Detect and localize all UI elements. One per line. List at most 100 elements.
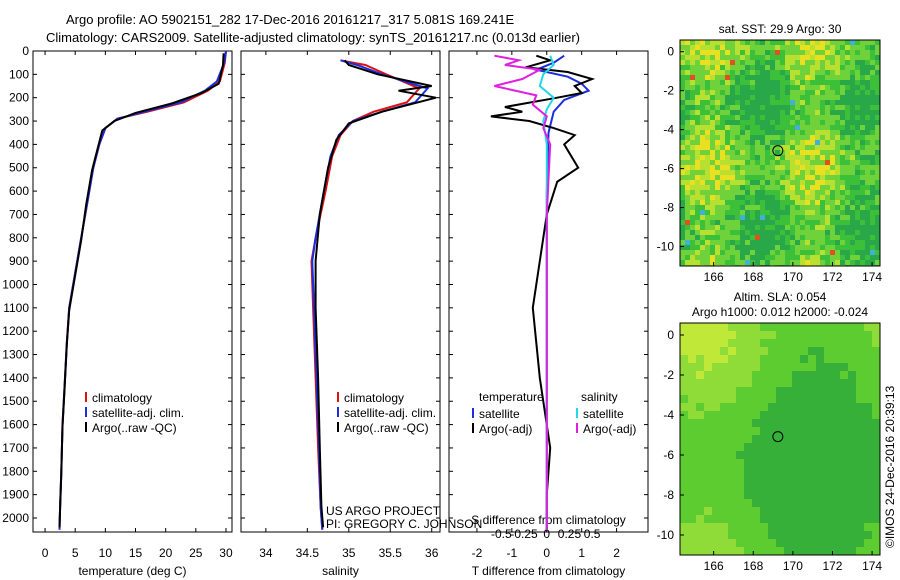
map-cell: [765, 205, 771, 211]
map-cell: [700, 175, 706, 181]
map-cell: [845, 230, 851, 236]
map-cell: [700, 195, 706, 201]
map-cell: [740, 155, 746, 161]
map-cell: [728, 483, 737, 492]
map-cell: [800, 70, 806, 76]
map-cell: [700, 135, 706, 141]
map-cell: [704, 467, 713, 476]
map-cell: [744, 379, 753, 388]
map-cell: [785, 45, 791, 51]
map-cell: [808, 531, 817, 540]
map-cell: [730, 50, 736, 56]
map-cell: [780, 110, 786, 116]
map-cell: [695, 85, 701, 91]
map-cell: [815, 70, 821, 76]
map-cell: [860, 105, 866, 111]
map-cell: [832, 515, 841, 524]
map-cell: [775, 65, 781, 71]
map-cell: [730, 65, 736, 71]
map-cell: [845, 155, 851, 161]
map-cell: [745, 220, 751, 226]
map-cell: [696, 515, 705, 524]
map-cell: [712, 371, 721, 380]
map-cell: [840, 467, 849, 476]
map-cell: [790, 145, 796, 151]
map-cell: [800, 491, 809, 500]
map-cell: [768, 499, 777, 508]
map-cell: [784, 547, 793, 555]
y-tick-label: 1700: [2, 441, 29, 455]
map-cell: [685, 65, 691, 71]
map-cell: [780, 230, 786, 236]
map-cell: [840, 499, 849, 508]
map-cell: [845, 150, 851, 156]
map-cell: [820, 55, 826, 61]
map-cell: [805, 100, 811, 106]
map-cell: [775, 50, 781, 56]
map-cell: [745, 180, 751, 186]
map-cell: [740, 135, 746, 141]
map-cell: [815, 175, 821, 181]
map-cell: [840, 175, 846, 181]
map-cell: [790, 170, 796, 176]
map-cell: [810, 85, 816, 91]
map-cell: [870, 235, 876, 241]
map-cell: [768, 483, 777, 492]
map-cell: [765, 70, 771, 76]
map-cell: [695, 100, 701, 106]
map-cell: [860, 80, 866, 86]
map-cell: [785, 155, 791, 161]
map-cell: [768, 475, 777, 484]
map-cell: [850, 115, 856, 121]
map-cell: [816, 347, 825, 356]
map-cell: [696, 363, 705, 372]
map-cell: [695, 120, 701, 126]
map-cell: [744, 491, 753, 500]
map-cell: [805, 165, 811, 171]
map-cell: [715, 185, 721, 191]
map-cell: [700, 70, 706, 76]
map-cell: [704, 379, 713, 388]
map-cell: [850, 55, 856, 61]
map-cell: [680, 210, 686, 216]
map-cell: [730, 195, 736, 201]
map-cell: [785, 190, 791, 196]
map-cell: [736, 467, 745, 476]
map-cell: [755, 165, 761, 171]
map-cell: [730, 160, 736, 166]
map-cell: [752, 547, 761, 555]
map-cell: [816, 379, 825, 388]
map-cell: [720, 443, 729, 452]
map-cell: [872, 363, 880, 372]
salinity-axes-frame: [240, 50, 441, 533]
x-tick-label: 25: [189, 546, 203, 560]
map-cell: [850, 100, 856, 106]
map-cell: [872, 435, 880, 444]
map-cell: [750, 60, 756, 66]
sla-map-subtitle: Argo h1000: 0.012 h2000: -0.024: [692, 305, 868, 319]
map-cell: [770, 245, 776, 251]
map-cell: [720, 195, 726, 201]
map-cell: [780, 130, 786, 136]
map-cell: [830, 140, 836, 146]
map-cell: [765, 140, 771, 146]
map-y-tick-label: -8: [663, 488, 674, 502]
map-cell: [875, 95, 880, 101]
map-cell: [750, 205, 756, 211]
y-tick-label: 0: [22, 44, 29, 58]
map-cell: [865, 70, 871, 76]
map-cell: [705, 115, 711, 121]
map-cell: [800, 130, 806, 136]
map-cell: [750, 155, 756, 161]
map-cell: [860, 260, 866, 266]
map-cell: [744, 355, 753, 364]
map-cell: [690, 130, 696, 136]
map-cell: [860, 235, 866, 241]
map-cell: [830, 200, 836, 206]
map-cell: [780, 45, 786, 51]
map-cell: [720, 250, 726, 256]
map-cell: [750, 200, 756, 206]
map-cell: [765, 80, 771, 86]
map-cell: [865, 190, 871, 196]
sla_map-frame: [679, 322, 881, 556]
